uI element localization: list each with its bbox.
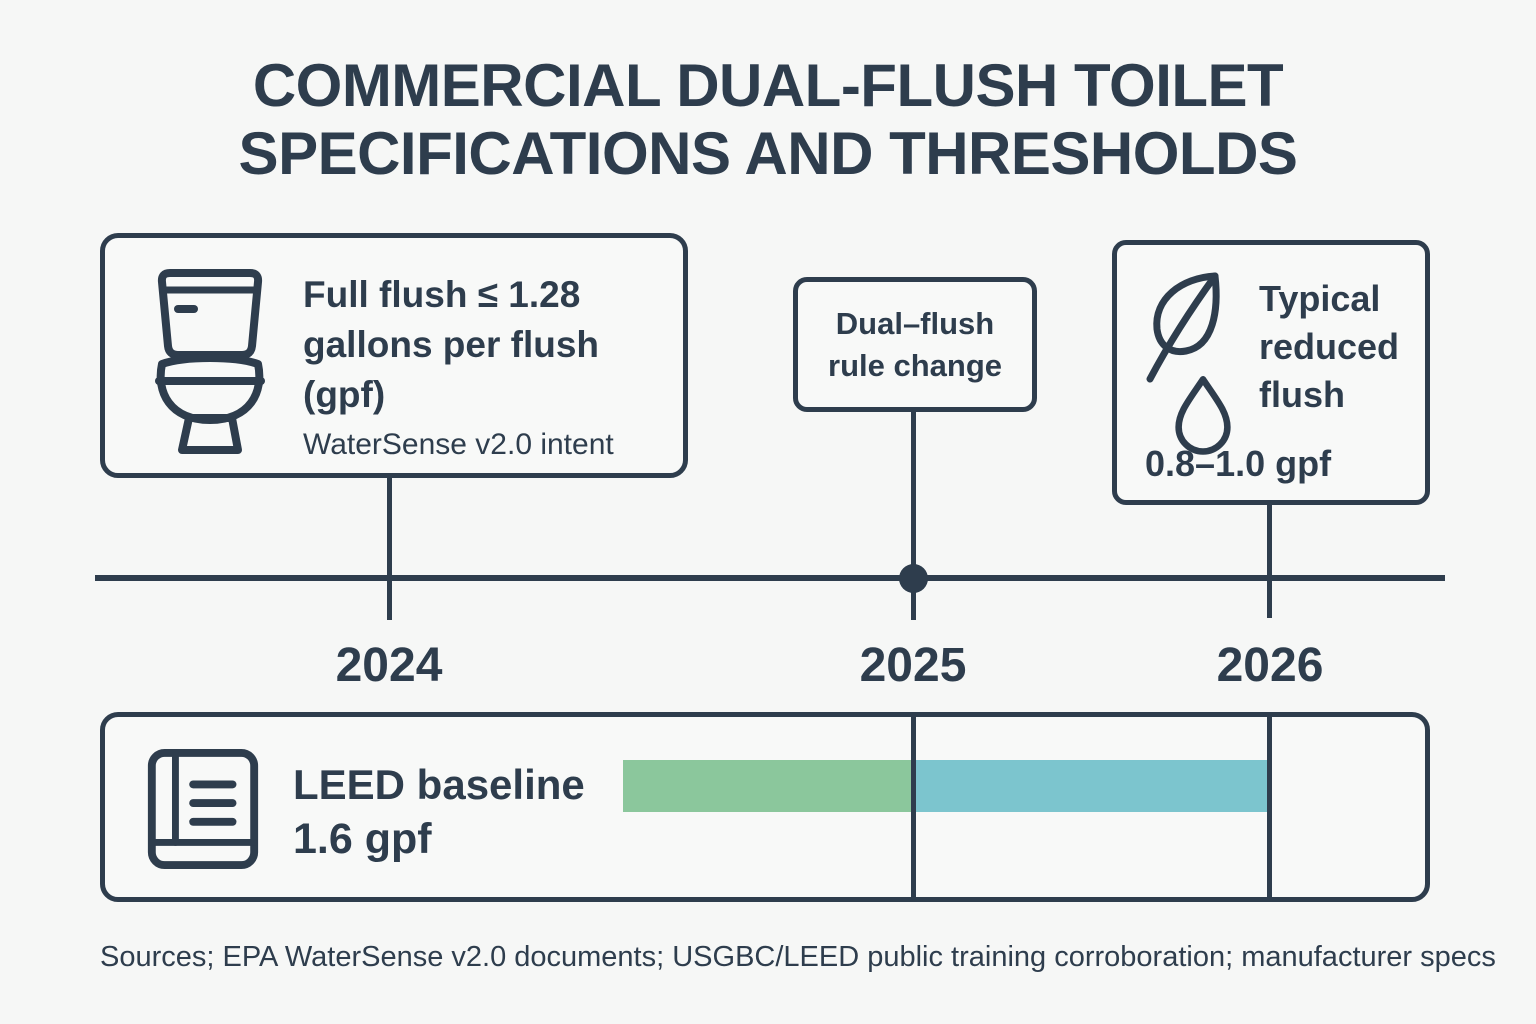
book-icon [147,748,259,870]
baseline-label: LEED baseline [293,761,585,808]
page-title: COMMERCIAL DUAL-FLUSH TOILET SPECIFICATI… [0,52,1536,188]
page-title-line2: SPECIFICATIONS AND THRESHOLDS [238,120,1298,187]
connector-2024 [387,477,392,620]
rule-change-label: Dual–flush rule change [828,305,1002,383]
baseline-divider-2025 [911,717,916,897]
toilet-icon [155,269,265,454]
reduced-flush-heading: Typical reduced flush [1259,278,1400,415]
droplet-icon [1175,376,1231,455]
full-flush-subheading: WaterSense v2.0 intent [303,428,614,461]
timeline-axis [95,575,1445,581]
callout-full-flush: Full flush ≤ 1.28 gallons per flush (gpf… [100,233,688,478]
connector-2026 [1267,505,1272,618]
page-title-line1: COMMERCIAL DUAL-FLUSH TOILET [252,52,1284,119]
full-flush-heading: Full flush ≤ 1.28 gallons per flush (gpf… [303,274,600,415]
leaf-icon [1146,272,1220,383]
full-flush-text: Full flush ≤ 1.28 gallons per flush (gpf… [303,270,675,464]
sources-text: Sources; EPA WaterSense v2.0 documents; … [100,941,1496,973]
callout-rule-change: Dual–flush rule change [793,277,1037,412]
baseline-divider-2026 [1267,717,1272,897]
year-label-2025: 2025 [859,639,967,692]
baseline-bar-teal [911,760,1272,812]
baseline-value: 1.6 gpf [293,815,432,863]
timeline-2025-dot [899,564,928,593]
year-label-2026: 2026 [1216,639,1324,692]
baseline-bar-green [623,760,916,812]
callout-reduced-flush: Typical reduced flush 0.8–1.0 gpf [1112,240,1430,505]
reduced-flush-value: 0.8–1.0 gpf [1145,443,1332,484]
year-label-2024: 2024 [335,639,443,692]
baseline-row: LEED baseline 1.6 gpf [100,712,1430,902]
connector-2025 [911,411,916,620]
